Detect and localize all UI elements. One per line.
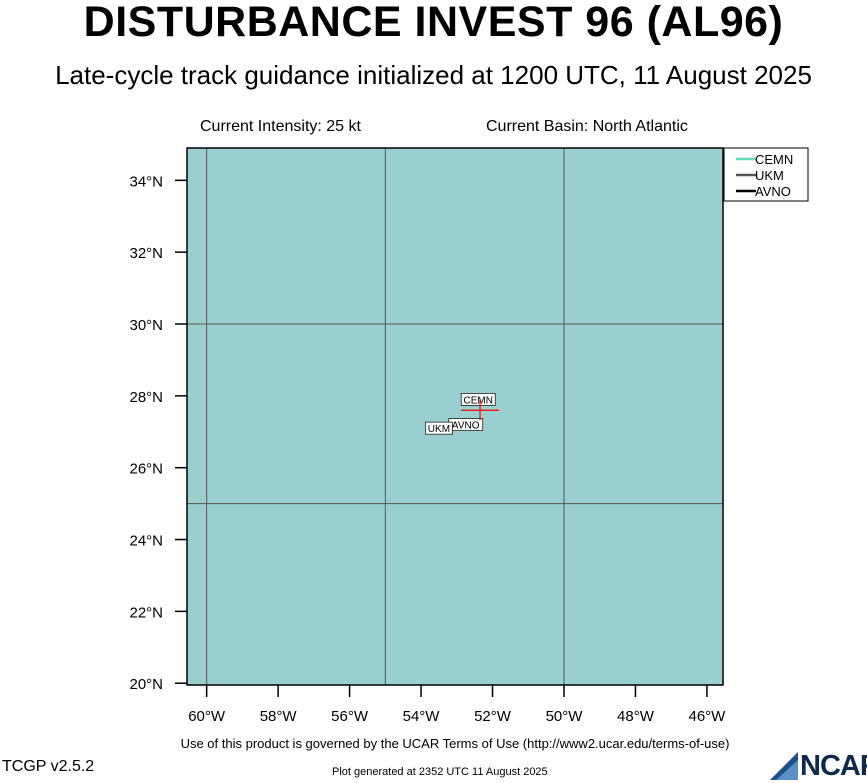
graticule (187, 148, 723, 685)
legend-label: UKM (755, 168, 784, 183)
current-basin: Current Basin: North Atlantic (486, 118, 688, 135)
lon-tick-label: 54°W (403, 708, 441, 725)
lat-tick-label: 28°N (129, 389, 163, 406)
lon-tick-label: 56°W (331, 708, 369, 725)
longitude-axis: 60°W 58°W 56°W 54°W 52°W 50°W 48°W 46°W (188, 685, 726, 725)
lat-tick-label: 20°N (129, 676, 163, 693)
model-label-text: AVNO (452, 421, 480, 432)
lon-tick-label: 48°W (617, 708, 655, 725)
ncar-logo-text: NCAR (800, 750, 867, 782)
model-label-text: CEMN (464, 395, 493, 406)
generated-timestamp: Plot generated at 2352 UTC 11 August 202… (332, 766, 548, 778)
version-label: TCGP v2.5.2 (2, 758, 95, 775)
lon-tick-label: 52°W (474, 708, 512, 725)
legend-label: AVNO (755, 184, 791, 199)
model-label-box (425, 421, 453, 435)
model-label-text: UKM (428, 424, 450, 435)
lon-tick-label: 46°W (688, 708, 726, 725)
lon-tick-label: 58°W (260, 708, 298, 725)
lat-tick-label: 26°N (129, 461, 163, 478)
page-subtitle: Late-cycle track guidance initialized at… (55, 60, 812, 90)
model-label-box (460, 393, 496, 406)
lat-tick-label: 22°N (129, 604, 163, 621)
lon-tick-label: 60°W (188, 708, 226, 725)
page-title: DISTURBANCE INVEST 96 (AL96) (83, 0, 784, 46)
lat-tick-label: 34°N (129, 173, 163, 190)
lat-tick-label: 30°N (129, 317, 163, 334)
current-position-marker (461, 400, 500, 421)
lat-tick-label: 24°N (129, 533, 163, 550)
map-frame (186, 147, 724, 686)
lon-tick-label: 50°W (546, 708, 584, 725)
lat-tick-label: 32°N (129, 245, 163, 262)
legend-label: CEMN (755, 152, 793, 167)
ocean-area (187, 148, 723, 685)
current-intensity: Current Intensity: 25 kt (200, 118, 361, 135)
latitude-axis: 34°N 32°N 30°N 28°N 26°N 24°N 22°N 20°N (129, 173, 187, 693)
terms-of-use: Use of this product is governed by the U… (180, 736, 730, 751)
ncar-logo-icon (770, 752, 798, 780)
